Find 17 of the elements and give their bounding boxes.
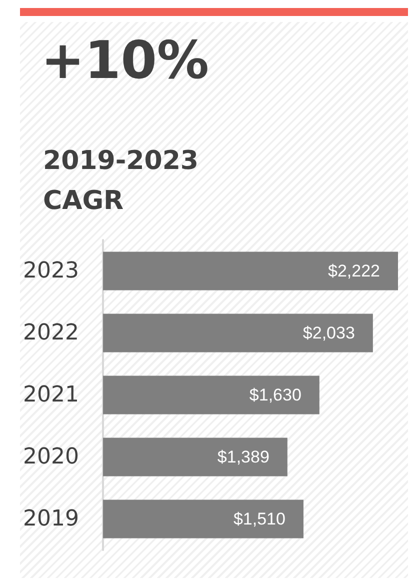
data-label: $1,510 bbox=[233, 510, 286, 528]
y-tick-label: 2023 bbox=[23, 258, 79, 284]
chart-title: +10% bbox=[41, 31, 210, 91]
bar bbox=[103, 438, 288, 476]
y-tick-label: 2021 bbox=[23, 382, 79, 408]
y-tick-label: 2022 bbox=[23, 320, 79, 346]
bar bbox=[103, 500, 304, 538]
chart-subtitle: 2019-2023 CAGR bbox=[43, 146, 199, 216]
y-tick-label: 2019 bbox=[23, 506, 79, 532]
data-label: $1,389 bbox=[217, 448, 270, 466]
bar bbox=[103, 314, 373, 352]
data-label: $2,222 bbox=[328, 262, 380, 280]
y-tick-label: 2020 bbox=[23, 444, 79, 470]
data-label: $2,033 bbox=[302, 324, 355, 342]
data-label: $1,630 bbox=[249, 386, 302, 404]
bar bbox=[103, 252, 398, 290]
bar bbox=[103, 376, 320, 414]
